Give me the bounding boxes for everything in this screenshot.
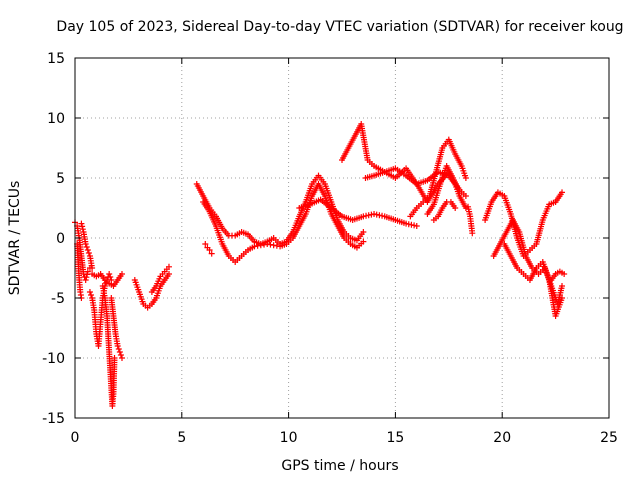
data-point-marker bbox=[559, 189, 566, 196]
data-point-marker bbox=[462, 175, 469, 181]
series-trace-w bbox=[548, 268, 568, 283]
series-trace-v bbox=[501, 241, 566, 319]
x-axis-label: GPS time / hours bbox=[281, 458, 398, 474]
y-tick-label: 5 bbox=[56, 171, 65, 187]
grid-lines bbox=[75, 58, 609, 418]
data-point-marker bbox=[469, 230, 476, 237]
axis-tick-labels: 0 5 10 15 20 25 -15 -10 -5 0 5 10 15 bbox=[42, 51, 618, 446]
series-trace-q bbox=[424, 163, 469, 217]
series-trace-k bbox=[200, 181, 367, 265]
data-point-marker bbox=[208, 250, 215, 257]
data-point-marker bbox=[78, 220, 85, 227]
data-point-marker bbox=[165, 271, 172, 277]
data-point-marker bbox=[117, 352, 124, 358]
series-trace-e bbox=[89, 271, 125, 289]
series-trace-s bbox=[465, 203, 476, 237]
y-tick-label: -5 bbox=[51, 291, 65, 307]
x-tick-label: 5 bbox=[177, 430, 186, 446]
data-point-marker bbox=[115, 346, 122, 352]
series-trace-i bbox=[148, 263, 172, 295]
series-trace-f bbox=[99, 283, 118, 409]
data-point-marker bbox=[360, 229, 367, 235]
data-point-marker bbox=[82, 277, 89, 283]
data-point-marker bbox=[79, 226, 86, 233]
x-tick-label: 20 bbox=[493, 430, 511, 446]
data-point-marker bbox=[118, 271, 125, 277]
data-point-marker bbox=[561, 271, 568, 277]
data-point-marker bbox=[84, 247, 91, 253]
y-tick-label: -15 bbox=[42, 411, 65, 427]
data-point-marker bbox=[83, 244, 90, 250]
series-trace-n bbox=[339, 121, 463, 193]
data-point-marker bbox=[85, 250, 92, 256]
series-trace-m bbox=[296, 196, 420, 229]
chart-title: Day 105 of 2023, Sidereal Day-to-day VTE… bbox=[56, 19, 623, 35]
y-axis-label: SDTVAR / TECUs bbox=[7, 181, 23, 296]
series-trace-l bbox=[202, 241, 215, 257]
data-point-marker bbox=[114, 343, 121, 349]
x-tick-label: 15 bbox=[386, 430, 404, 446]
data-point-marker bbox=[559, 283, 566, 289]
data-point-marker bbox=[559, 295, 566, 301]
series-trace-b bbox=[74, 241, 85, 301]
x-tick-label: 0 bbox=[71, 430, 80, 446]
data-point-marker bbox=[84, 268, 91, 275]
data-point-marker bbox=[118, 355, 125, 361]
y-tick-label: -10 bbox=[42, 351, 65, 367]
data-point-marker bbox=[360, 238, 367, 245]
series-trace-p bbox=[407, 136, 469, 220]
data-point-marker bbox=[116, 349, 123, 355]
series-trace-g bbox=[108, 295, 125, 361]
series-trace-c bbox=[78, 220, 96, 271]
series-trace-d bbox=[86, 271, 115, 349]
y-tick-label: 15 bbox=[47, 51, 65, 67]
data-point-marker bbox=[106, 271, 113, 277]
series-trace-r bbox=[430, 199, 459, 223]
data-point-marker bbox=[452, 205, 459, 211]
series-trace-h bbox=[131, 271, 172, 311]
y-tick-label: 0 bbox=[56, 231, 65, 247]
data-point-marker bbox=[165, 263, 172, 270]
data-point-marker bbox=[206, 247, 213, 253]
data-point-marker bbox=[413, 223, 420, 229]
y-tick-label: 10 bbox=[47, 111, 65, 127]
data-point-marker bbox=[202, 241, 209, 247]
data-point-marker bbox=[88, 292, 95, 298]
data-point-marker bbox=[79, 223, 86, 230]
data-point-marker bbox=[462, 193, 469, 199]
data-point-marker bbox=[107, 274, 114, 280]
data-point-marker bbox=[82, 241, 89, 247]
data-point-marker bbox=[83, 274, 90, 281]
data-point-marker bbox=[89, 265, 96, 271]
data-point-marker bbox=[111, 355, 118, 361]
axis-ticks bbox=[74, 57, 610, 419]
data-points bbox=[72, 121, 568, 409]
x-tick-label: 10 bbox=[280, 430, 298, 446]
x-tick-label: 25 bbox=[600, 430, 618, 446]
data-point-marker bbox=[86, 289, 93, 295]
